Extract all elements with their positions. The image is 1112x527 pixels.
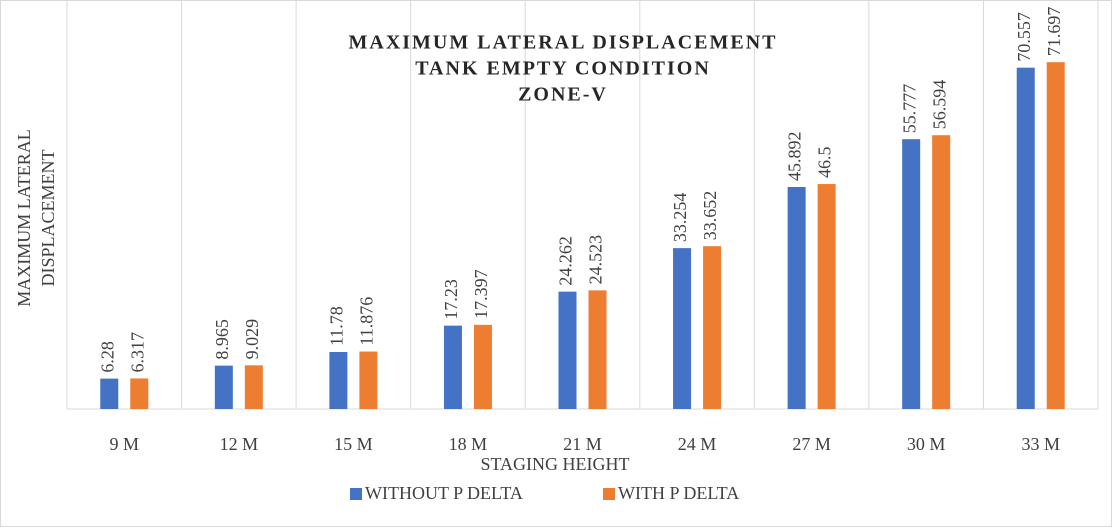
bar [902,139,921,409]
data-label: 6.28 [97,341,117,373]
x-tick-label: 30 M [907,434,946,454]
data-label: 33.254 [670,193,690,243]
x-tick-label: 12 M [220,434,259,454]
data-label: 11.78 [327,306,347,346]
data-label: 17.23 [441,279,461,320]
chart-title: TANK EMPTY CONDITION [415,58,711,80]
bar [932,135,951,409]
data-label: 24.262 [556,236,576,286]
y-axis-label: DISPLACEMENT [38,149,58,286]
x-tick-label: 9 M [110,434,140,454]
bar [1046,62,1065,409]
chart-title: MAXIMUM LATERAL DISPLACEMENT [349,32,778,54]
data-label: 71.697 [1044,7,1064,57]
data-label: 55.777 [899,84,919,134]
legend-label: WITHOUT P DELTA [365,483,523,503]
data-label: 46.5 [815,147,835,179]
x-axis-label: STAGING HEIGHT [480,454,629,474]
bar [214,365,233,409]
data-label: 9.029 [242,319,262,360]
bar [359,351,378,409]
data-label: 24.523 [586,235,606,285]
bar [673,248,692,409]
legend-label: WITH P DELTA [618,483,739,503]
bar [244,365,263,409]
bar [473,324,492,409]
bar [787,186,806,409]
data-label: 17.397 [471,269,491,319]
legend-swatch [603,488,615,500]
bar [329,352,348,409]
chart-title: ZONE-V [518,84,608,106]
x-tick-label: 18 M [449,434,488,454]
bar [558,291,577,409]
data-label: 70.557 [1014,12,1034,62]
bar [443,325,462,409]
bar [130,378,149,409]
data-label: 6.317 [127,332,147,373]
x-tick-label: 24 M [678,434,717,454]
data-label: 11.876 [357,297,377,346]
x-tick-label: 33 M [1021,434,1060,454]
x-tick-label: 27 M [792,434,831,454]
bar [703,246,722,409]
y-axis-label: MAXIMUM LATERAL [14,129,34,307]
bar [588,290,607,409]
data-label: 56.594 [929,80,949,130]
data-label: 8.965 [212,319,232,359]
x-tick-label: 21 M [563,434,602,454]
bar [1016,67,1035,409]
bar [100,378,119,409]
legend-swatch [350,488,362,500]
data-label: 45.892 [785,131,805,181]
data-label: 33.652 [700,191,720,241]
x-tick-label: 15 M [334,434,373,454]
bar [817,184,836,409]
